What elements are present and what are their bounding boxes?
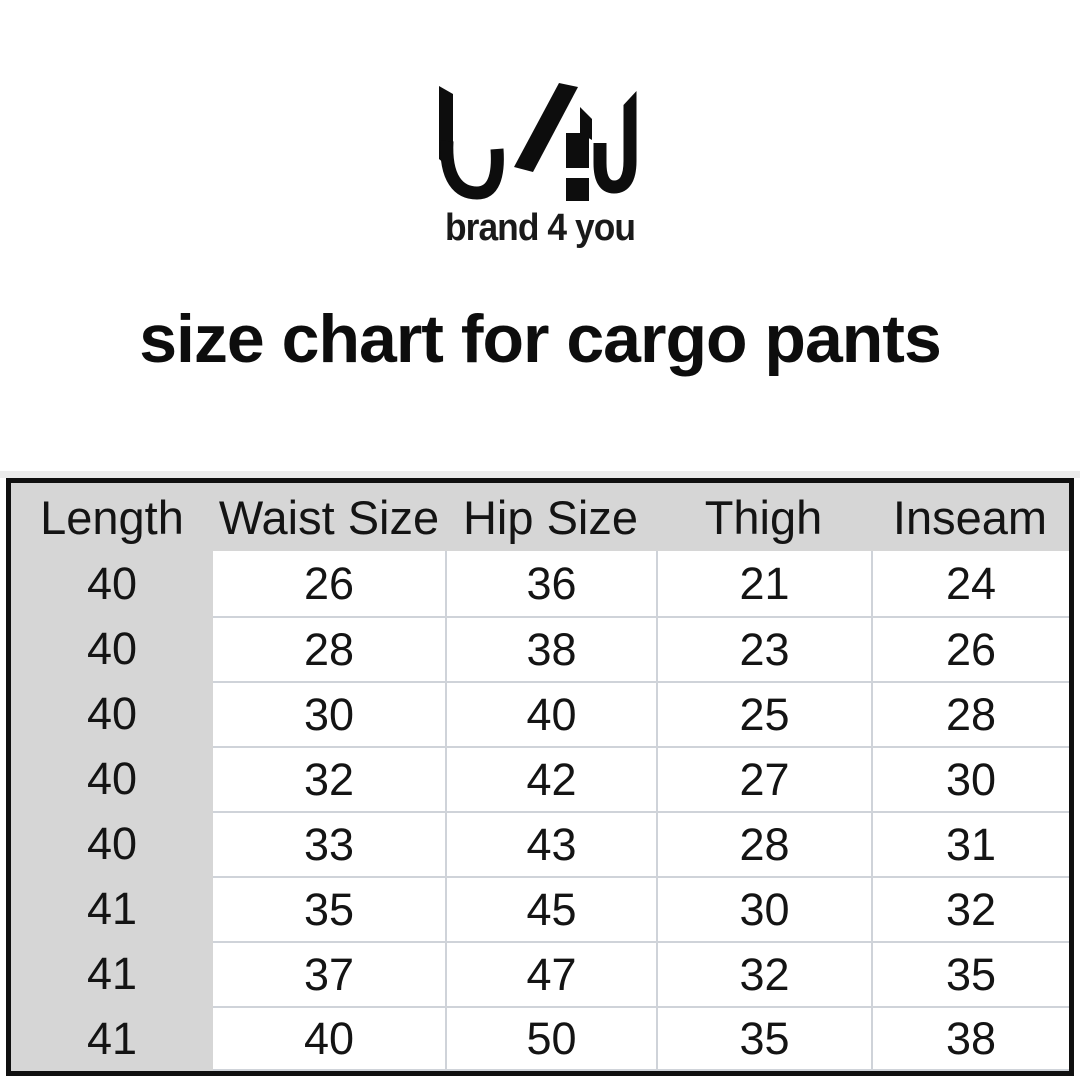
table-cell-hip: 42	[445, 746, 656, 811]
table-cell-thigh: 25	[656, 681, 871, 746]
brand-tagline: brand 4 you	[444, 207, 636, 249]
table-cell-thigh: 27	[656, 746, 871, 811]
table-cell-thigh: 21	[656, 551, 871, 616]
row-header-length: 40	[11, 746, 213, 811]
table-cell-hip: 45	[445, 876, 656, 941]
col-header-length: Length	[11, 483, 213, 551]
table-cell-hip: 38	[445, 616, 656, 681]
table-cell-thigh: 30	[656, 876, 871, 941]
table-cell-inseam: 28	[871, 681, 1069, 746]
page-title: size chart for cargo pants	[139, 301, 942, 377]
table-cell-inseam: 31	[871, 811, 1069, 876]
table-cell-waist: 28	[213, 616, 445, 681]
table-top-strip	[0, 471, 1080, 478]
table-cell-hip: 36	[445, 551, 656, 616]
size-chart-table: Length Waist Size Hip Size Thigh Inseam …	[6, 478, 1074, 1076]
table-cell-waist: 32	[213, 746, 445, 811]
row-header-length: 41	[11, 1006, 213, 1071]
table-cell-hip: 47	[445, 941, 656, 1006]
col-header-hip-size: Hip Size	[445, 483, 656, 551]
table-cell-hip: 50	[445, 1006, 656, 1071]
col-header-inseam: Inseam	[871, 483, 1069, 551]
table-cell-inseam: 32	[871, 876, 1069, 941]
row-header-length: 41	[11, 876, 213, 941]
row-header-length: 40	[11, 616, 213, 681]
table-cell-waist: 33	[213, 811, 445, 876]
table-cell-inseam: 30	[871, 746, 1069, 811]
table-cell-hip: 43	[445, 811, 656, 876]
table-cell-waist: 30	[213, 681, 445, 746]
row-header-length: 40	[11, 681, 213, 746]
b4u-logo-icon	[439, 83, 637, 201]
table-cell-thigh: 35	[656, 1006, 871, 1071]
table-cell-inseam: 24	[871, 551, 1069, 616]
table-cell-waist: 26	[213, 551, 445, 616]
table-cell-inseam: 26	[871, 616, 1069, 681]
table-cell-waist: 35	[213, 876, 445, 941]
table-cell-thigh: 23	[656, 616, 871, 681]
row-header-length: 40	[11, 811, 213, 876]
table-cell-hip: 40	[445, 681, 656, 746]
table-cell-waist: 37	[213, 941, 445, 1006]
table-cell-waist: 40	[213, 1006, 445, 1071]
row-header-length: 40	[11, 551, 213, 616]
table-cell-thigh: 28	[656, 811, 871, 876]
table-cell-inseam: 35	[871, 941, 1069, 1006]
row-header-length: 41	[11, 941, 213, 1006]
col-header-thigh: Thigh	[656, 483, 871, 551]
table-cell-thigh: 32	[656, 941, 871, 1006]
col-header-waist-size: Waist Size	[213, 483, 445, 551]
table-cell-inseam: 38	[871, 1006, 1069, 1071]
